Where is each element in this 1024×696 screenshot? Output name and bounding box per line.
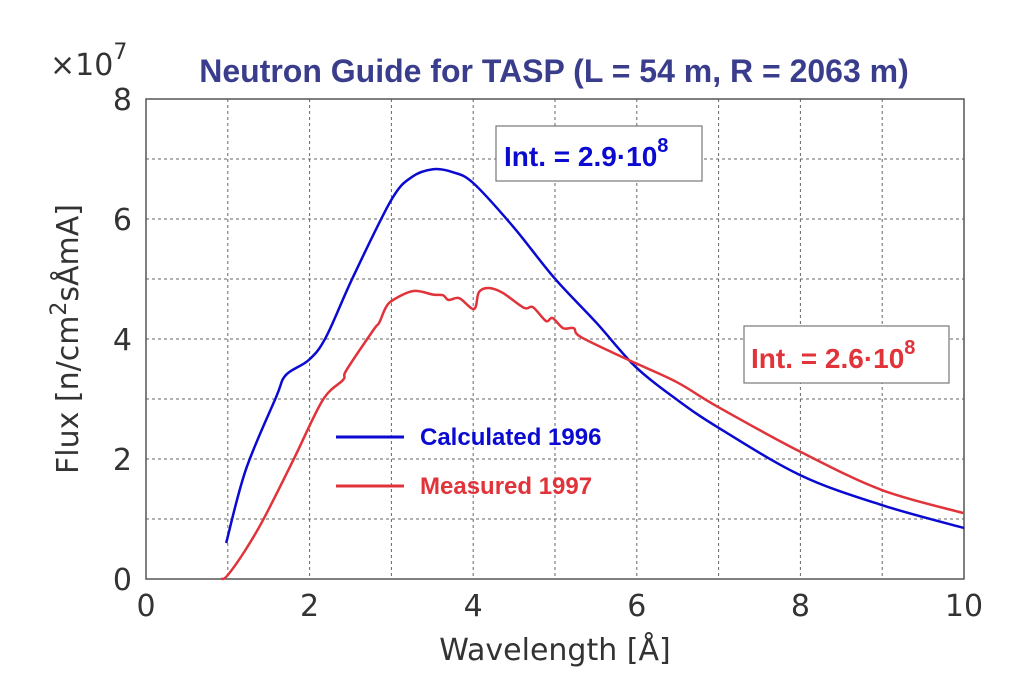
plot-frame xyxy=(145,98,965,580)
series-line-calculated xyxy=(224,167,965,544)
series-line-measured xyxy=(220,286,964,581)
y-tick-label: 0 xyxy=(113,563,132,598)
x-tick-label: 10 xyxy=(945,589,983,624)
y-tick-label: 6 xyxy=(113,203,132,238)
legend-label-measured: Measured 1997 xyxy=(420,473,592,500)
x-tick-label: 2 xyxy=(300,589,319,624)
x-tick-label: 6 xyxy=(627,589,646,624)
series-lines xyxy=(220,167,965,581)
y-tick-label: 2 xyxy=(113,443,132,478)
y-tick-label: 8 xyxy=(113,83,132,118)
y-axis-label: Flux [n/cm2sÅmA] xyxy=(47,204,86,474)
tick-labels: 0 2 4 6 8 10 0 2 4 6 8 xyxy=(113,83,983,624)
annotation-calculated: Int. = 2.9·108 xyxy=(495,125,703,182)
y-tick-label: 4 xyxy=(113,323,132,358)
x-tick-label: 0 xyxy=(136,589,155,624)
x-tick-label: 4 xyxy=(464,589,483,624)
annotation-calculated-text: Int. = 2.9·108 xyxy=(504,135,668,172)
annotation-measured-text: Int. = 2.6·108 xyxy=(751,337,915,374)
y-multiplier: ×107 xyxy=(50,40,127,83)
legend: Calculated 1996 Measured 1997 xyxy=(336,424,601,500)
x-axis-label: Wavelength [Å] xyxy=(439,632,670,668)
x-tick-label: 8 xyxy=(791,589,810,624)
legend-label-calculated: Calculated 1996 xyxy=(420,424,601,451)
chart-title: Neutron Guide for TASP (L = 54 m, R = 20… xyxy=(199,53,909,89)
annotation-measured: Int. = 2.6·108 xyxy=(743,325,950,384)
